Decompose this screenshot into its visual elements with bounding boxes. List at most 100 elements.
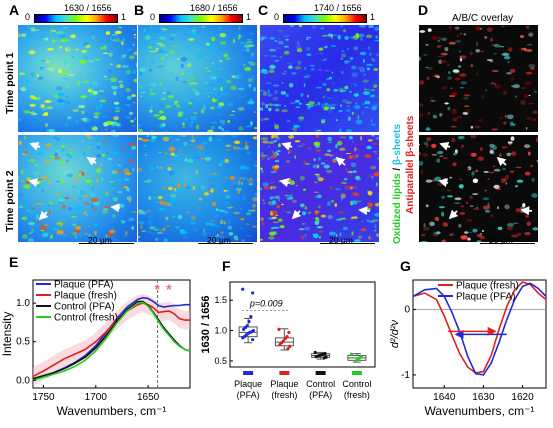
map-speckle <box>419 152 421 155</box>
map-speckle <box>56 230 64 235</box>
map-speckle <box>225 57 231 61</box>
map-speckle <box>302 161 307 164</box>
map-speckle <box>260 187 263 191</box>
map-speckle <box>487 178 490 181</box>
map-speckle <box>297 145 304 148</box>
map-speckle <box>532 110 538 114</box>
map-speckle <box>82 169 89 171</box>
map-speckle <box>229 175 236 181</box>
map-speckle <box>345 109 351 112</box>
map-speckle <box>266 93 273 97</box>
map-speckle <box>373 229 377 232</box>
map-speckle <box>170 33 177 37</box>
map-speckle <box>335 233 338 238</box>
map-speckle <box>490 82 495 85</box>
map-speckle <box>144 112 148 115</box>
map-speckle <box>172 154 179 157</box>
map-c-tp2-texture <box>260 135 379 242</box>
chart-f-point <box>313 350 317 355</box>
map-speckle <box>270 196 278 199</box>
map-speckle <box>300 93 304 97</box>
map-speckle <box>271 226 278 229</box>
map-speckle <box>96 218 102 224</box>
map-speckle <box>79 233 82 238</box>
map-speckle <box>156 49 163 54</box>
map-speckle <box>330 103 337 107</box>
map-speckle <box>286 34 290 37</box>
map-speckle <box>171 45 178 47</box>
map-speckle <box>120 57 124 59</box>
map-speckle <box>245 141 248 146</box>
map-speckle <box>272 135 279 139</box>
map-speckle <box>362 79 369 83</box>
map-speckle <box>160 64 165 67</box>
map-speckle <box>460 81 468 85</box>
map-speckle <box>217 204 220 210</box>
colorbar-b-gradient <box>159 14 243 23</box>
map-speckle <box>328 76 332 80</box>
map-speckle <box>525 214 529 218</box>
map-speckle <box>464 105 470 107</box>
map-speckle <box>150 226 156 230</box>
map-speckle <box>156 166 159 169</box>
map-speckle <box>79 176 81 180</box>
map-speckle <box>133 51 137 56</box>
map-speckle <box>254 111 257 113</box>
map-speckle <box>72 109 79 112</box>
map-speckle <box>353 93 359 97</box>
map-speckle <box>272 216 277 219</box>
map-speckle <box>476 41 478 47</box>
map-speckle <box>169 183 175 185</box>
map-speckle <box>525 126 528 130</box>
map-speckle <box>325 169 333 173</box>
map-speckle <box>261 155 265 160</box>
map-speckle <box>182 122 185 126</box>
map-speckle <box>477 156 484 161</box>
map-speckle <box>210 188 214 193</box>
map-speckle <box>77 80 81 86</box>
chart-e-frame <box>32 279 191 389</box>
map-speckle <box>130 179 135 183</box>
map-speckle <box>189 221 196 225</box>
chart-g-xlabel: Wavenumbers, cm⁻¹ <box>425 404 535 418</box>
map-d-tp1-texture <box>419 25 538 131</box>
map-speckle <box>350 162 357 168</box>
map-speckle <box>95 106 100 110</box>
map-speckle <box>520 100 526 105</box>
map-speckle <box>304 67 307 70</box>
map-speckle <box>126 95 132 100</box>
chart-f-pvalue: p=0.009 <box>249 299 283 309</box>
chart-g-series-0 <box>412 281 547 374</box>
map-speckle <box>469 195 473 200</box>
chart-e: * * 1750 1700 1650 0.0 0.5 1.0 Wavenumbers, cm⁻¹… <box>0 279 191 418</box>
map-speckle <box>313 141 321 147</box>
map-speckle <box>308 36 312 39</box>
map-speckle <box>292 127 298 132</box>
map-speckle <box>330 186 333 190</box>
map-speckle <box>467 167 470 170</box>
chart-f-frame <box>229 281 376 368</box>
chart-f-category-sublabel: (PFA) <box>309 390 332 400</box>
map-speckle <box>321 35 328 37</box>
map-speckle <box>250 121 253 126</box>
map-speckle <box>183 170 186 173</box>
map-speckle <box>524 81 532 85</box>
map-speckle <box>52 154 57 156</box>
map-speckle <box>287 151 291 154</box>
map-speckle <box>472 193 479 195</box>
map-speckle <box>176 100 179 103</box>
map-speckle <box>296 40 300 46</box>
map-speckle <box>508 144 512 146</box>
map-speckle <box>334 188 342 191</box>
map-speckle <box>426 137 432 142</box>
map-speckle <box>53 130 60 132</box>
map-speckle <box>205 221 212 226</box>
chart-e-xtick-label: 1750 <box>32 392 55 403</box>
map-speckle <box>176 107 179 109</box>
map-speckle <box>227 119 230 124</box>
map-speckle <box>354 84 357 86</box>
map-speckle <box>121 221 126 223</box>
map-speckle <box>45 67 53 70</box>
map-speckle <box>70 34 76 39</box>
map-speckle <box>107 232 114 237</box>
